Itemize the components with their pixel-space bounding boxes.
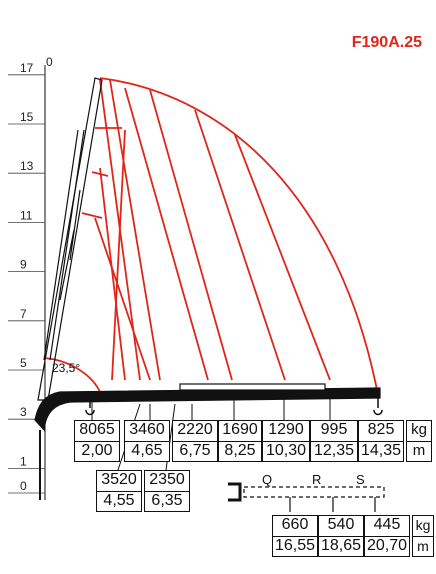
y-tick-label: 1 [20, 454, 27, 468]
load-box: 995 12,35 [310, 420, 358, 462]
y-tick-label: 17 [20, 61, 34, 75]
unit-box: kg m [406, 420, 432, 462]
load-box: 1690 8,25 [218, 420, 262, 462]
boom-section-lines [59, 189, 81, 301]
leader-lines [91, 392, 331, 471]
y-tick-label: 0 [20, 479, 27, 493]
unit-box: kg m [412, 515, 434, 557]
hook-icon [85, 398, 95, 416]
boom-inner [43, 129, 79, 361]
y-tick-label: 13 [20, 159, 34, 173]
reach-line [194, 109, 286, 381]
load-box: 825 14,35 [358, 420, 404, 462]
reach-line [99, 167, 126, 381]
model-label: F190A.25 [351, 34, 422, 51]
angle-label: 23,5° [52, 361, 80, 375]
y-tick-label: 7 [20, 307, 27, 321]
hook-icon [373, 398, 383, 416]
reach-line [94, 217, 151, 381]
extension-schematic [228, 482, 385, 512]
reach-envelope [43, 77, 379, 396]
load-box: 8065 2,00 [74, 420, 120, 462]
reach-line [124, 87, 209, 381]
extension-label-q: Q [262, 472, 272, 487]
load-box: 2350 6,35 [144, 470, 190, 512]
load-box: 3460 4,65 [124, 420, 170, 462]
reach-line [109, 79, 161, 381]
outer-envelope-curve [99, 77, 379, 396]
extension-arm [243, 486, 385, 498]
y-tick-label: 3 [20, 405, 27, 419]
load-box: 3520 4,55 [96, 470, 142, 512]
y-tick-label: 15 [20, 110, 34, 124]
jib-extension [179, 383, 326, 391]
extension-label-s: S [356, 472, 365, 487]
crane-boom [34, 77, 381, 500]
extension-labels: Q R S [262, 472, 365, 487]
load-box: 445 20,70 [364, 515, 410, 557]
load-box: 540 18,65 [318, 515, 364, 557]
reach-line [234, 134, 331, 381]
y-tick-label: 11 [20, 208, 33, 222]
y-axis-top-label: 0 [46, 55, 53, 69]
extension-label-r: R [312, 472, 321, 487]
reach-line [81, 212, 103, 219]
load-box: 1290 10,30 [262, 420, 310, 462]
reach-line [111, 129, 126, 381]
hooks [85, 398, 383, 416]
slew-angle-arc [43, 357, 101, 393]
boom-outer [37, 77, 103, 401]
load-box: 660 16,55 [272, 515, 318, 557]
load-box: 2220 6,75 [172, 420, 218, 462]
boom-inner [49, 129, 85, 361]
reach-line [91, 171, 109, 177]
reach-line [149, 89, 233, 381]
y-tick-label: 5 [20, 356, 27, 370]
y-tick-label: 9 [20, 258, 27, 272]
jib-beam [34, 387, 381, 432]
extension-base [228, 482, 242, 502]
